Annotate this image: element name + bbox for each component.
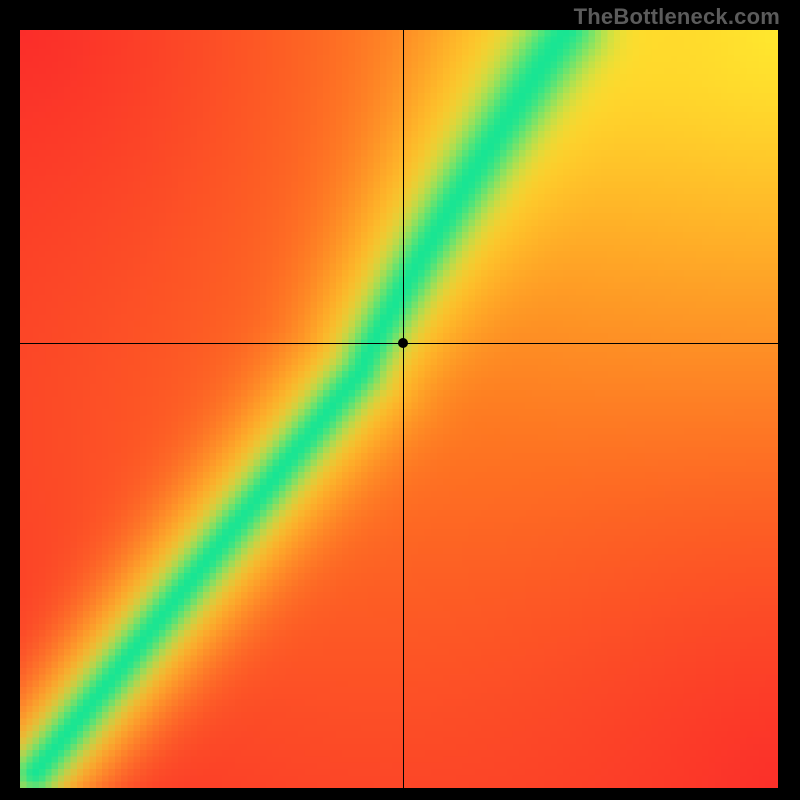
selection-marker xyxy=(398,338,408,348)
crosshair-vertical xyxy=(403,30,404,788)
bottleneck-heatmap xyxy=(20,30,778,788)
watermark-label: TheBottleneck.com xyxy=(574,4,780,30)
